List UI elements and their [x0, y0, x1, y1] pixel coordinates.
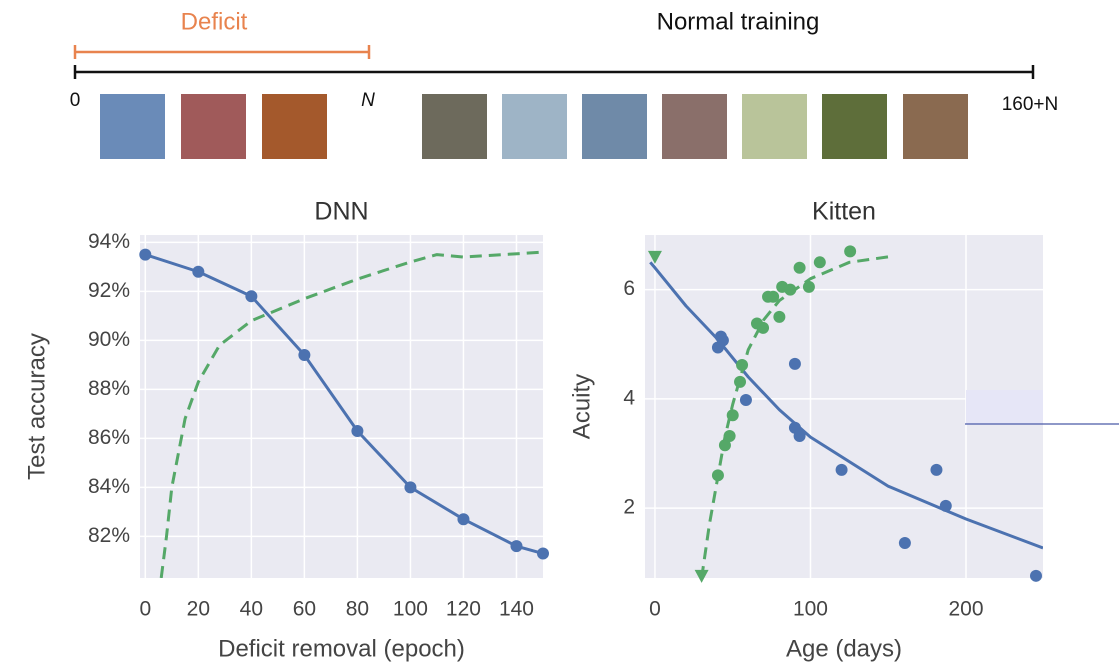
data-point	[724, 430, 736, 442]
data-point	[794, 430, 806, 442]
data-point	[740, 394, 752, 406]
x-tick-label: 100	[393, 598, 428, 621]
thumbnail	[822, 94, 887, 159]
x-tick-label: 140	[499, 598, 534, 621]
data-point	[784, 284, 796, 296]
data-point	[510, 540, 522, 552]
data-point	[767, 291, 779, 303]
chart-title: DNN	[314, 198, 368, 226]
data-point	[930, 464, 942, 476]
y-tick-label: 84%	[88, 475, 130, 498]
thumbnail	[181, 94, 246, 159]
data-point	[794, 262, 806, 274]
x-tick-label: 200	[948, 598, 983, 621]
data-point	[1030, 570, 1042, 582]
x-tick-label: 40	[240, 598, 263, 621]
y-tick-label: 2	[623, 496, 635, 519]
data-point	[734, 376, 746, 388]
x-tick-label: 80	[346, 598, 369, 621]
thumbnail	[903, 94, 968, 159]
data-point	[814, 256, 826, 268]
y-axis-label: Acuity	[568, 374, 595, 439]
data-point	[789, 358, 801, 370]
data-point	[836, 464, 848, 476]
chart-title: Kitten	[812, 198, 876, 226]
x-axis-label: Age (days)	[786, 635, 902, 662]
start-label: 0	[70, 90, 81, 111]
y-tick-label: 94%	[88, 230, 130, 253]
x-tick-label: 60	[293, 598, 316, 621]
data-point	[803, 281, 815, 293]
data-point	[192, 266, 204, 278]
thumbnail	[422, 94, 487, 159]
timeline: Deficit Normal training 0 N 160+N	[70, 8, 1059, 159]
x-tick-label: 120	[446, 598, 481, 621]
data-point	[298, 349, 310, 361]
overlay	[966, 390, 1043, 424]
data-point	[940, 500, 952, 512]
thumbnail	[582, 94, 647, 159]
x-tick-label: 20	[187, 598, 210, 621]
data-point	[773, 311, 785, 323]
deficit-end-label: N	[361, 90, 375, 111]
figure: Deficit Normal training 0 N 160+N 020406…	[0, 0, 1119, 664]
x-tick-label: 100	[793, 598, 828, 621]
chart: 0 20 40 60 80 100 120 140 82% 84% 86% 88% 90% 92% 94% D…	[23, 198, 549, 663]
x-tick-label: 0	[139, 598, 151, 621]
data-point	[404, 481, 416, 493]
chart: 0 100 200 2 4 6 Kitten Age (days) Acuity	[568, 198, 1043, 663]
y-tick-label: 92%	[88, 279, 130, 302]
y-tick-label: 88%	[88, 377, 130, 400]
data-point	[712, 469, 724, 481]
data-point	[712, 342, 724, 354]
data-point	[351, 425, 363, 437]
y-tick-label: 82%	[88, 524, 130, 547]
x-axis-label: Deficit removal (epoch)	[218, 635, 465, 662]
data-point	[736, 359, 748, 371]
y-tick-label: 6	[623, 277, 635, 300]
y-axis-label: Test accuracy	[23, 333, 50, 480]
thumbnail	[100, 94, 165, 159]
thumbnail	[262, 94, 327, 159]
data-point	[899, 537, 911, 549]
thumbnail	[662, 94, 727, 159]
y-tick-label: 90%	[88, 328, 130, 351]
data-point	[757, 322, 769, 334]
thumbnail	[502, 94, 567, 159]
x-tick-label: 0	[649, 598, 661, 621]
data-point	[245, 290, 257, 302]
data-point	[537, 548, 549, 560]
thumbnail	[742, 94, 807, 159]
y-tick-label: 4	[623, 386, 635, 409]
normal-label: Normal training	[657, 8, 820, 35]
data-point	[844, 245, 856, 257]
y-tick-label: 86%	[88, 426, 130, 449]
data-point	[139, 249, 151, 261]
end-label: 160+N	[1002, 94, 1059, 115]
data-point	[727, 409, 739, 421]
deficit-label: Deficit	[181, 8, 248, 35]
data-point	[457, 513, 469, 525]
